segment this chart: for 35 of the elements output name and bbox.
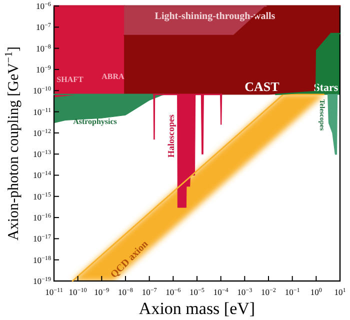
x-tick-label: 10$^{−8}$ [118,287,134,297]
y-tick-label: 10$^{−18}$ [32,254,51,265]
y-tick-label: 10$^{−10}$ [32,86,51,96]
x-tick-label: 10$^{1}$ [334,287,346,297]
y-tick-label: 10$^{−13}$ [32,149,51,160]
y-tick-label: 10$^{−12}$ [32,128,51,138]
annotation: Stars [314,82,339,94]
x-tick-label: 10$^{0}$ [310,287,322,297]
x-tick-label: 10$^{−9}$ [94,287,110,297]
x-tick-label: 10$^{−11}$ [45,287,63,297]
y-tick-label: 10$^{−19}$ [32,276,51,286]
annotation: SHAFT [56,74,84,84]
y-tick-label: 10$^{−11}$ [33,106,51,117]
y-tick-label: 10$^{−17}$ [32,234,51,244]
y-tick-label: 10$^{−14}$ [32,170,51,180]
x-tick-label: 10$^{−1}$ [284,287,300,297]
annotation: ABRA [102,72,125,81]
y-tick-label: 10$^{−7}$ [36,22,51,32]
y-tick-label: 10$^{−16}$ [32,212,51,223]
x-tick-label: 10$^{−3}$ [237,287,252,297]
annotation: Light-shining-through-walls [154,11,276,22]
annotation: Astrophysics [73,116,117,126]
x-tick-label: 10$^{−10}$ [68,287,87,297]
y-tick-label: 10$^{−15}$ [32,191,51,202]
x-tick-label: 10$^{−2}$ [260,287,276,297]
x-tick-label: 10$^{−4}$ [213,287,228,297]
y-tick-label: 10$^{−8}$ [36,43,51,54]
x-axis-title: Axion mass [eV] [138,299,256,318]
y-tick-label: 10$^{−9}$ [36,64,51,74]
annotation: Haloscopes [166,114,176,158]
x-tick-label: 10$^{−6}$ [166,287,181,297]
x-tick-label: 10$^{−7}$ [142,287,157,297]
annotation: CAST [244,78,280,94]
y-tick-label: 10$^{−6}$ [36,1,51,11]
x-tick-label: 10$^{−5}$ [189,287,205,297]
